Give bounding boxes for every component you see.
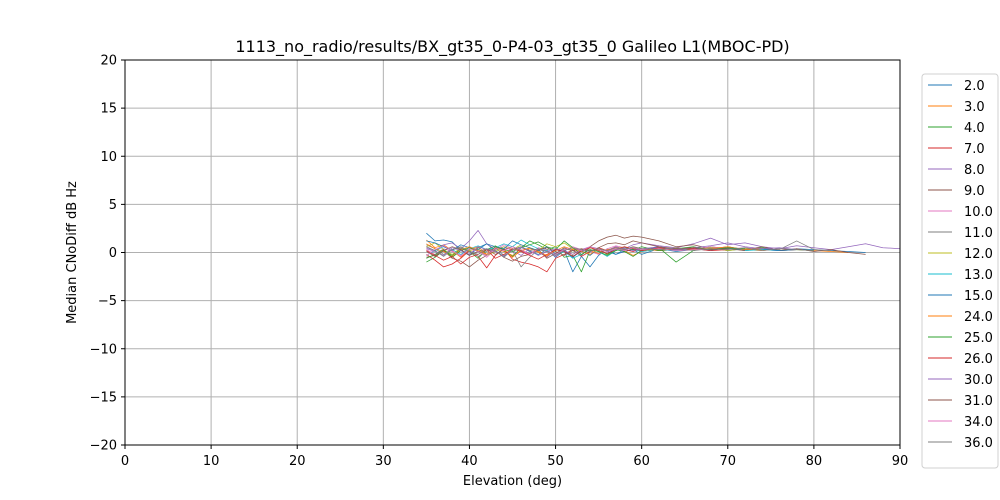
legend-label-7.0: 7.0 [964, 142, 985, 157]
y-tick-label: 20 [100, 54, 117, 69]
y-tick-label: −15 [90, 390, 117, 405]
y-tick-label: −10 [90, 342, 117, 357]
legend-label-26.0: 26.0 [964, 352, 993, 367]
legend-label-36.0: 36.0 [964, 436, 993, 451]
legend-label-11.0: 11.0 [964, 226, 993, 241]
series-line-25.0 [426, 240, 746, 259]
legend-label-15.0: 15.0 [964, 289, 993, 304]
y-axis-label: Median CNoDiff dB Hz [65, 181, 80, 324]
y-tick-label: 5 [109, 198, 117, 213]
y-tick-label: 15 [100, 102, 117, 117]
legend-label-12.0: 12.0 [964, 247, 993, 262]
y-tick-label: 10 [100, 150, 117, 165]
legend-label-25.0: 25.0 [964, 331, 993, 346]
legend-label-34.0: 34.0 [964, 415, 993, 430]
x-axis-label: Elevation (deg) [463, 474, 562, 489]
chart-title: 1113_no_radio/results/BX_gt35_0-P4-03_gt… [235, 37, 789, 57]
legend-label-10.0: 10.0 [964, 205, 993, 220]
legend-label-3.0: 3.0 [964, 100, 985, 115]
series-line-30.0 [426, 242, 797, 257]
x-tick-label: 70 [720, 454, 737, 469]
x-tick-label: 10 [203, 454, 220, 469]
legend-label-31.0: 31.0 [964, 394, 993, 409]
legend: 2.0 3.0 4.0 7.0 8.0 9.0 10.0 11.0 12.0 13.0 15.0 24… [921, 73, 999, 469]
legend-label-8.0: 8.0 [964, 163, 985, 178]
x-tick-label: 20 [289, 454, 306, 469]
y-tick-label: −20 [90, 439, 117, 454]
series-line-31.0 [426, 240, 746, 257]
x-tick-label: 80 [806, 454, 823, 469]
x-tick-label: 0 [121, 454, 129, 469]
x-tick-label: 90 [892, 454, 909, 469]
legend-label-2.0: 2.0 [964, 79, 985, 94]
legend-label-24.0: 24.0 [964, 310, 993, 325]
legend-label-4.0: 4.0 [964, 121, 985, 136]
x-tick-label: 40 [461, 454, 478, 469]
x-tick-label: 60 [633, 454, 650, 469]
legend-label-13.0: 13.0 [964, 268, 993, 283]
y-tick-label: −5 [98, 294, 117, 309]
legend-label-30.0: 30.0 [964, 373, 993, 388]
series-line-26.0 [426, 246, 728, 265]
series-line-36.0 [426, 246, 814, 258]
series-line-34.0 [426, 245, 711, 257]
y-tick-label: 0 [109, 246, 117, 261]
legend-box [921, 73, 999, 469]
series-lines [426, 230, 901, 273]
series-line-13.0 [426, 239, 780, 259]
x-tick-label: 30 [375, 454, 392, 469]
x-axis-ticks: 0 10 20 30 40 50 60 70 80 90 [121, 445, 908, 469]
y-axis-ticks: −20 −15 −10 −5 0 5 10 15 20 [90, 54, 125, 454]
grid-lines [124, 59, 901, 446]
legend-label-9.0: 9.0 [964, 184, 985, 199]
x-tick-label: 50 [547, 454, 564, 469]
